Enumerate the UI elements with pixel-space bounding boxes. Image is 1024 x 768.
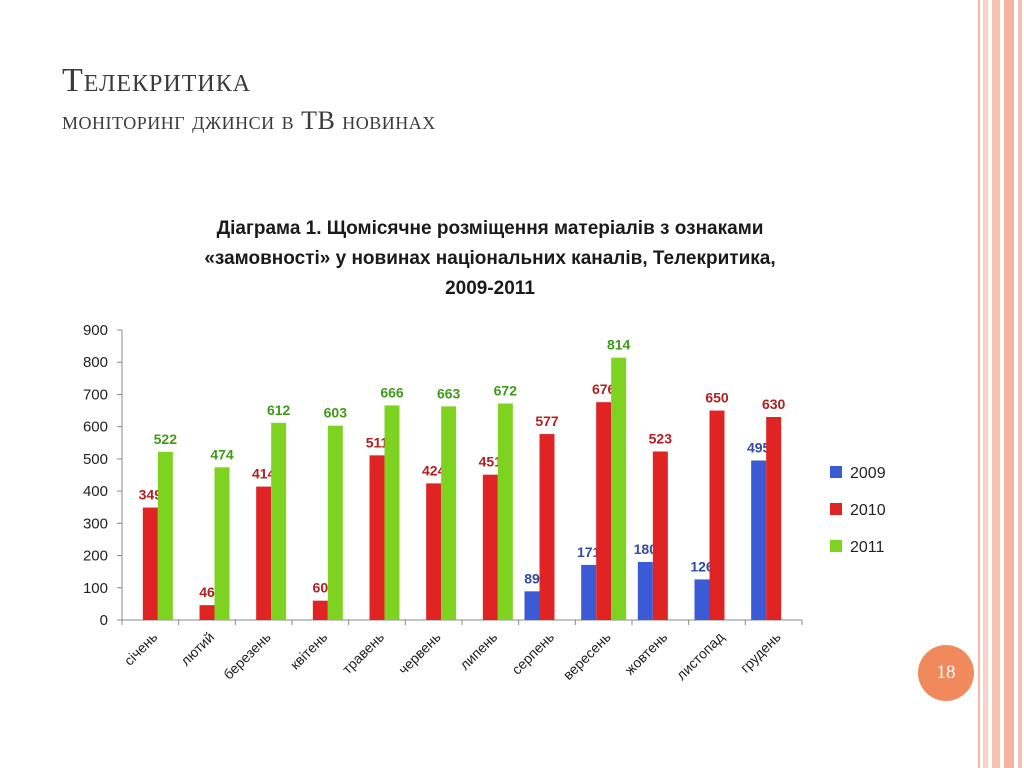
data-label: 126 bbox=[690, 558, 714, 574]
legend-label: 2009 bbox=[850, 465, 886, 482]
data-label: 474 bbox=[210, 446, 234, 462]
x-tick-label: липень bbox=[456, 629, 500, 673]
legend-swatch bbox=[830, 466, 842, 478]
x-tick-label: листопад bbox=[673, 629, 727, 683]
y-tick-label: 400 bbox=[83, 483, 108, 500]
y-tick-label: 500 bbox=[83, 451, 108, 468]
x-tick-label: травень bbox=[339, 629, 387, 677]
data-label: 577 bbox=[535, 413, 559, 429]
x-tick-label: березень bbox=[220, 629, 274, 683]
x-tick-label: січень bbox=[121, 629, 161, 669]
y-tick-label: 900 bbox=[83, 322, 108, 339]
data-label: 451 bbox=[479, 454, 503, 470]
bar-2010 bbox=[312, 600, 328, 620]
slide-frame bbox=[978, 0, 980, 768]
bar-2010 bbox=[652, 451, 668, 620]
x-tick-label: жовтень bbox=[621, 629, 670, 678]
data-label: 60 bbox=[313, 580, 329, 596]
slide-title-block: Телекритика моніторинг джинси в ТВ новин… bbox=[62, 62, 436, 136]
page-number-badge: 18 bbox=[918, 645, 974, 701]
data-label: 603 bbox=[324, 405, 348, 421]
legend-label: 2011 bbox=[850, 539, 885, 556]
y-tick-label: 200 bbox=[83, 548, 108, 565]
legend-swatch bbox=[830, 503, 842, 515]
bar-2010 bbox=[482, 474, 498, 620]
bar-2011 bbox=[497, 403, 513, 620]
bar-2010 bbox=[199, 605, 215, 620]
bar-2010 bbox=[539, 434, 555, 620]
data-label: 522 bbox=[154, 431, 178, 447]
bar-2011 bbox=[214, 467, 230, 620]
y-tick-label: 300 bbox=[83, 515, 108, 532]
data-label: 414 bbox=[252, 466, 276, 482]
bar-2009 bbox=[751, 460, 767, 620]
bar-2011 bbox=[611, 357, 627, 620]
data-label: 666 bbox=[380, 384, 404, 400]
bar-2010 bbox=[142, 507, 158, 620]
bar-2010 bbox=[256, 486, 272, 620]
data-label: 523 bbox=[649, 430, 673, 446]
bar-2009 bbox=[637, 562, 653, 620]
data-label: 612 bbox=[267, 402, 291, 418]
bar-2011 bbox=[157, 451, 173, 620]
data-label: 814 bbox=[607, 337, 631, 353]
decorative-stripes bbox=[980, 0, 1024, 768]
slide-title: Телекритика bbox=[62, 62, 252, 99]
data-label: 89 bbox=[524, 570, 540, 586]
slide-subtitle: моніторинг джинси в ТВ новинах bbox=[62, 106, 436, 135]
chart-title-line: Діаграма 1. Щомісячне розміщення матеріа… bbox=[216, 218, 764, 239]
x-tick-label: лютий bbox=[177, 629, 217, 669]
bar-2009 bbox=[524, 591, 540, 620]
bar-2010 bbox=[369, 455, 385, 620]
page-number: 18 bbox=[936, 662, 956, 683]
bar-2011 bbox=[271, 422, 287, 620]
x-tick-label: червень bbox=[395, 629, 444, 678]
data-label: 676 bbox=[592, 381, 616, 397]
chart-title-line: «замовності» у новинах національних кана… bbox=[204, 248, 776, 269]
data-label: 349 bbox=[139, 487, 163, 503]
bar-2010 bbox=[426, 483, 442, 620]
data-label: 630 bbox=[762, 396, 786, 412]
y-tick-label: 800 bbox=[83, 354, 108, 371]
bar-2009 bbox=[581, 564, 597, 620]
x-tick-label: серпень bbox=[508, 629, 557, 678]
bar-2010 bbox=[766, 417, 782, 620]
y-tick-label: 600 bbox=[83, 419, 108, 436]
bar-2009 bbox=[694, 579, 710, 620]
data-label: 46 bbox=[199, 584, 215, 600]
chart-title: Діаграма 1. Щомісячне розміщення матеріа… bbox=[150, 214, 830, 304]
stripe bbox=[1004, 0, 1014, 768]
x-tick-label: квітень bbox=[287, 629, 331, 673]
bar-2011 bbox=[441, 406, 457, 620]
stripe bbox=[992, 0, 1000, 768]
y-tick-label: 700 bbox=[83, 386, 108, 403]
bar-2010 bbox=[709, 410, 725, 620]
data-label: 424 bbox=[422, 462, 446, 478]
data-label: 171 bbox=[577, 544, 601, 560]
bar-2011 bbox=[327, 425, 343, 620]
data-label: 511 bbox=[366, 434, 389, 450]
chart-title-line: 2009-2011 bbox=[445, 278, 535, 299]
legend-swatch bbox=[830, 540, 842, 552]
y-tick-label: 100 bbox=[83, 580, 108, 597]
stripe bbox=[1018, 0, 1022, 768]
stripe bbox=[983, 0, 988, 768]
bar-2010 bbox=[596, 402, 612, 620]
data-label: 495 bbox=[747, 440, 771, 456]
y-tick-label: 0 bbox=[100, 612, 108, 629]
data-label: 672 bbox=[494, 382, 518, 398]
bar-2011 bbox=[384, 405, 400, 620]
x-tick-label: грудень bbox=[737, 629, 784, 676]
data-label: 180 bbox=[634, 541, 658, 557]
x-tick-label: вересень bbox=[560, 629, 614, 683]
data-label: 663 bbox=[437, 385, 461, 401]
data-label: 650 bbox=[705, 390, 729, 406]
legend-label: 2010 bbox=[850, 502, 886, 519]
